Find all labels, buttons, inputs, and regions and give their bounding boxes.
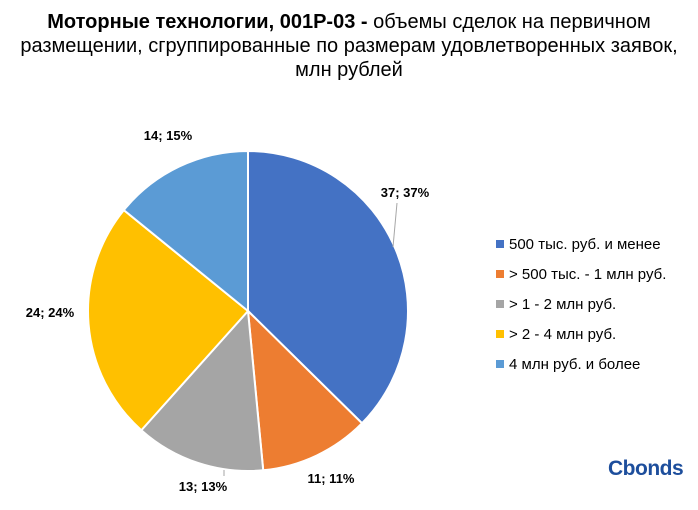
legend-label: 500 тыс. руб. и менее	[509, 235, 661, 253]
chart-title: Моторные технологии, 001Р-03 - объемы сд…	[0, 10, 698, 82]
legend-item: > 500 тыс. - 1 млн руб.	[496, 259, 666, 289]
legend-label: > 1 - 2 млн руб.	[509, 295, 617, 313]
pie-slice	[122, 149, 249, 314]
leader-lines	[223, 202, 398, 476]
legend-swatch	[496, 360, 504, 368]
slice-labels: 37; 37% 11; 11% 13; 13% 24; 24% 14; 15%	[26, 128, 430, 494]
legend-label: > 500 тыс. - 1 млн руб.	[509, 265, 667, 283]
legend-swatch	[496, 330, 504, 338]
slice-label: 14; 15%	[144, 128, 193, 143]
legend: 500 тыс. руб. и менее > 500 тыс. - 1 млн …	[496, 229, 666, 379]
legend-item: 500 тыс. руб. и менее	[496, 229, 666, 259]
legend-label: > 2 - 4 млн руб.	[509, 325, 617, 343]
pie-slice	[139, 308, 265, 472]
slice-label: 37; 37%	[381, 185, 430, 200]
pie-slice	[246, 308, 364, 472]
legend-swatch	[496, 270, 504, 278]
slice-label: 13; 13%	[179, 479, 228, 494]
legend-label: 4 млн руб. и более	[509, 355, 641, 373]
legend-swatch	[496, 300, 504, 308]
cbonds-logo: Cbonds	[608, 457, 684, 480]
slice-label: 11; 11%	[308, 471, 355, 486]
pie-slice	[87, 208, 250, 432]
legend-swatch	[496, 240, 504, 248]
pie-slice	[247, 149, 410, 425]
chart-title-bold: Моторные технологии, 001Р-03 -	[47, 11, 368, 33]
legend-item: > 2 - 4 млн руб.	[496, 319, 666, 349]
slice-label: 24; 24%	[26, 305, 75, 320]
legend-item: > 1 - 2 млн руб.	[496, 289, 666, 319]
leader-line	[392, 202, 398, 248]
legend-item: 4 млн руб. и более	[496, 349, 666, 379]
chart-title-rest: объемы сделок на первичном размещении, с…	[20, 11, 678, 81]
pie-slices	[87, 149, 410, 472]
